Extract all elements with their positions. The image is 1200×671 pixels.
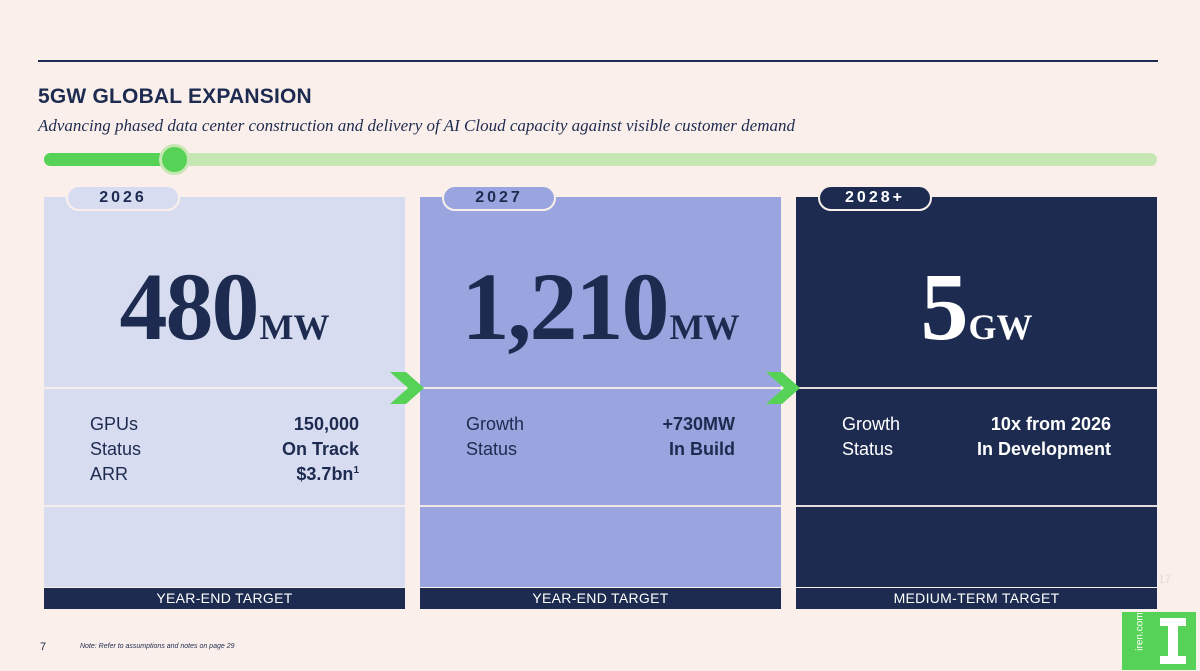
card-stats: GPUs 150,000 Status On Track ARR $3.7bn1	[90, 412, 359, 487]
stat-value: +730MW	[662, 414, 735, 434]
card-stats: Growth 10x from 2026 Status In Developme…	[842, 412, 1111, 462]
capacity-number: 5	[920, 253, 968, 360]
stat-value: In Build	[669, 439, 735, 459]
stat-row-arr: ARR $3.7bn1	[90, 462, 359, 487]
capacity-unit: GW	[968, 307, 1033, 347]
capacity-number: 480	[119, 253, 260, 360]
card-2026: 480MW GPUs 150,000 Status On Track ARR $…	[44, 197, 405, 587]
stat-label: GPUs	[90, 414, 139, 434]
capacity-number: 1,210	[461, 253, 670, 360]
capacity-value: 1,210MW	[420, 251, 781, 362]
stat-value: $3.7bn1	[296, 462, 359, 487]
stat-row-growth: Growth +730MW	[466, 412, 735, 437]
capacity-unit: MW	[669, 307, 740, 347]
timeline-progress-fill	[44, 153, 178, 166]
stat-label: Status	[90, 439, 142, 459]
stat-value: 10x from 2026	[990, 414, 1111, 434]
page-subtitle: Advancing phased data center constructio…	[38, 116, 795, 135]
year-pill-2026: 2026	[66, 185, 180, 211]
year-pill-2027: 2027	[442, 185, 556, 211]
stat-label: Status	[842, 439, 894, 459]
stat-label: Growth	[842, 414, 901, 434]
top-rule	[38, 60, 1158, 62]
stat-row-growth: Growth 10x from 2026	[842, 412, 1111, 437]
footnote-marker: 1	[353, 465, 359, 476]
iren-logo: iren.com	[1122, 612, 1196, 670]
capacity-value: 5GW	[796, 251, 1157, 362]
target-label-2027: YEAR-END TARGET	[420, 588, 781, 609]
stat-value: In Development	[976, 439, 1111, 459]
chevron-right-icon	[766, 372, 800, 404]
stat-row-gpus: GPUs 150,000	[90, 412, 359, 437]
page-title: 5GW GLOBAL EXPANSION	[38, 85, 312, 108]
card-2027: 1,210MW Growth +730MW Status In Build	[420, 197, 781, 587]
stat-row-status: Status In Build	[466, 437, 735, 462]
chevron-right-icon	[390, 372, 424, 404]
target-label-2028-plus: MEDIUM-TERM TARGET	[796, 588, 1157, 609]
stat-label: Status	[466, 439, 518, 459]
stat-row-status: Status On Track	[90, 437, 359, 462]
card-2028-plus: 5GW Growth 10x from 2026 Status In Devel…	[796, 197, 1157, 587]
card-divider	[44, 387, 405, 389]
stat-value-text: $3.7bn	[296, 464, 354, 484]
card-divider	[796, 505, 1157, 507]
timeline-progress-track	[44, 153, 1157, 166]
stat-label: ARR	[90, 464, 129, 484]
page-number: 7	[40, 641, 47, 653]
capacity-value: 480MW	[44, 251, 405, 362]
stat-value: 150,000	[293, 414, 359, 434]
stat-row-status: Status In Development	[842, 437, 1111, 462]
card-divider	[796, 387, 1157, 389]
stat-label: Growth	[466, 414, 525, 434]
card-divider	[420, 505, 781, 507]
logo-url: iren.com	[1134, 612, 1146, 651]
year-pill-2028-plus: 2028+	[818, 185, 932, 211]
card-divider	[44, 505, 405, 507]
iren-logo-icon	[1160, 618, 1186, 664]
stat-value: On Track	[281, 439, 359, 459]
card-divider	[420, 387, 781, 389]
capacity-unit: MW	[259, 307, 330, 347]
footnote: Note: Refer to assumptions and notes on …	[80, 643, 235, 650]
faint-page-number: 17	[1158, 572, 1172, 586]
timeline-progress-knob	[159, 144, 190, 175]
card-stats: Growth +730MW Status In Build	[466, 412, 735, 462]
target-label-2026: YEAR-END TARGET	[44, 588, 405, 609]
